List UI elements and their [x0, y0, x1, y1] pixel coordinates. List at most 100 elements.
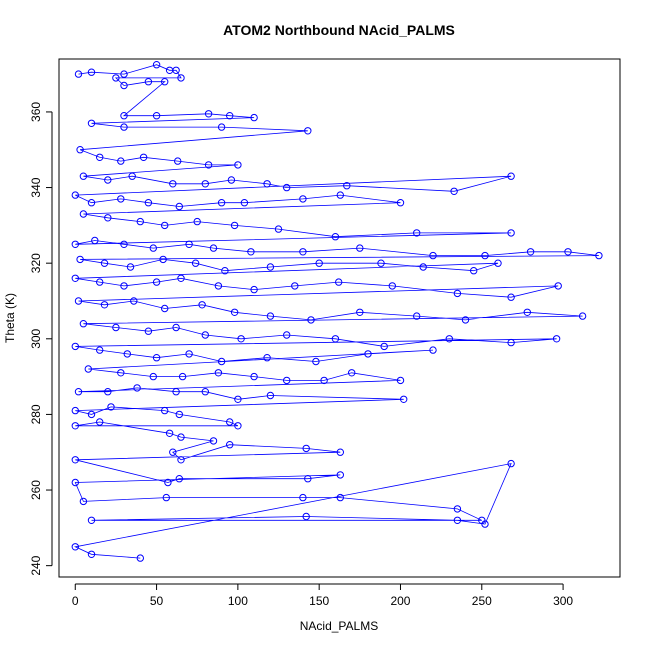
- y-tick-label: 260: [29, 480, 43, 500]
- y-tick-label: 280: [29, 404, 43, 424]
- y-tick-label: 340: [29, 177, 43, 197]
- data-point: [120, 123, 128, 131]
- data-point: [209, 244, 218, 252]
- data-point: [144, 327, 153, 335]
- data-point: [175, 475, 184, 483]
- x-tick-label: 200: [390, 594, 410, 608]
- data-point: [161, 221, 169, 230]
- data-point: [201, 331, 210, 339]
- data-point: [209, 437, 218, 445]
- data-point: [234, 422, 242, 430]
- data-point: [71, 406, 80, 415]
- data-point: [564, 248, 572, 256]
- data-point: [87, 516, 96, 524]
- data-point: [175, 410, 184, 419]
- data-point: [291, 282, 299, 290]
- data-point: [283, 376, 291, 385]
- data-point: [283, 331, 291, 339]
- data-point: [204, 161, 213, 169]
- data-point: [413, 312, 421, 320]
- y-axis-label: Theta (K): [3, 293, 17, 343]
- data-point: [96, 153, 104, 162]
- data-point: [120, 70, 128, 78]
- y-axis: 240 260 280 300 320 340 360: [29, 102, 53, 576]
- data-point: [185, 350, 193, 358]
- data-point: [87, 68, 96, 76]
- data-point: [400, 395, 408, 403]
- data-point: [247, 248, 255, 256]
- data-point: [453, 516, 462, 524]
- data-point: [169, 180, 177, 188]
- data-point: [250, 113, 258, 122]
- data-layer: [71, 60, 603, 562]
- data-point: [87, 550, 96, 558]
- data-point: [87, 119, 96, 128]
- data-point: [263, 180, 271, 188]
- data-point: [302, 444, 310, 453]
- data-point: [343, 182, 351, 190]
- data-point: [234, 395, 242, 403]
- data-point: [250, 285, 258, 294]
- data-point: [71, 478, 80, 487]
- data-point: [152, 60, 161, 69]
- data-point: [396, 199, 405, 207]
- data-point: [380, 342, 388, 351]
- data-point: [578, 312, 587, 320]
- data-point: [91, 236, 99, 245]
- data-point: [250, 372, 258, 381]
- data-point: [554, 282, 562, 290]
- data-point: [507, 459, 515, 468]
- data-point: [299, 248, 307, 256]
- data-point: [104, 176, 112, 184]
- y-tick-label: 240: [29, 555, 43, 575]
- data-point: [453, 505, 462, 513]
- data-point: [136, 217, 145, 226]
- data-point: [139, 153, 148, 162]
- data-point: [356, 308, 364, 316]
- data-point: [470, 267, 478, 275]
- data-point: [364, 350, 372, 358]
- data-point: [169, 448, 177, 456]
- data-point: [71, 240, 80, 249]
- data-point: [79, 497, 88, 506]
- data-point: [144, 199, 153, 207]
- data-point: [201, 388, 210, 396]
- data-point: [388, 282, 396, 290]
- plot-frame: [58, 58, 621, 578]
- data-point: [214, 369, 223, 377]
- data-point: [320, 376, 328, 385]
- data-point: [336, 471, 344, 479]
- data-point: [445, 335, 453, 343]
- data-point: [96, 418, 104, 426]
- data-point: [162, 493, 171, 502]
- data-point: [217, 357, 226, 366]
- data-point: [377, 259, 385, 267]
- data-point: [71, 342, 80, 351]
- data-point: [96, 346, 104, 354]
- data-point: [266, 391, 275, 400]
- data-point: [302, 512, 310, 521]
- data-point: [595, 251, 603, 260]
- chart-title: ATOM2 Northbound NAcid_PALMS: [223, 22, 455, 38]
- data-point: [175, 202, 184, 211]
- data-point: [204, 110, 213, 118]
- data-point: [104, 388, 112, 396]
- data-point: [217, 123, 226, 131]
- data-point: [71, 422, 80, 430]
- data-point: [461, 316, 470, 324]
- data-point: [87, 410, 96, 419]
- data-point: [144, 78, 153, 86]
- data-point: [161, 304, 169, 313]
- data-point: [71, 456, 80, 464]
- data-point: [299, 195, 307, 203]
- data-point: [263, 354, 271, 362]
- data-point: [71, 274, 80, 282]
- data-point: [172, 388, 180, 396]
- data-point: [523, 308, 531, 316]
- data-point: [240, 199, 249, 207]
- data-point: [120, 112, 128, 120]
- data-point: [71, 543, 80, 551]
- data-point: [227, 176, 236, 184]
- data-point: [84, 365, 93, 373]
- data-point: [152, 354, 161, 362]
